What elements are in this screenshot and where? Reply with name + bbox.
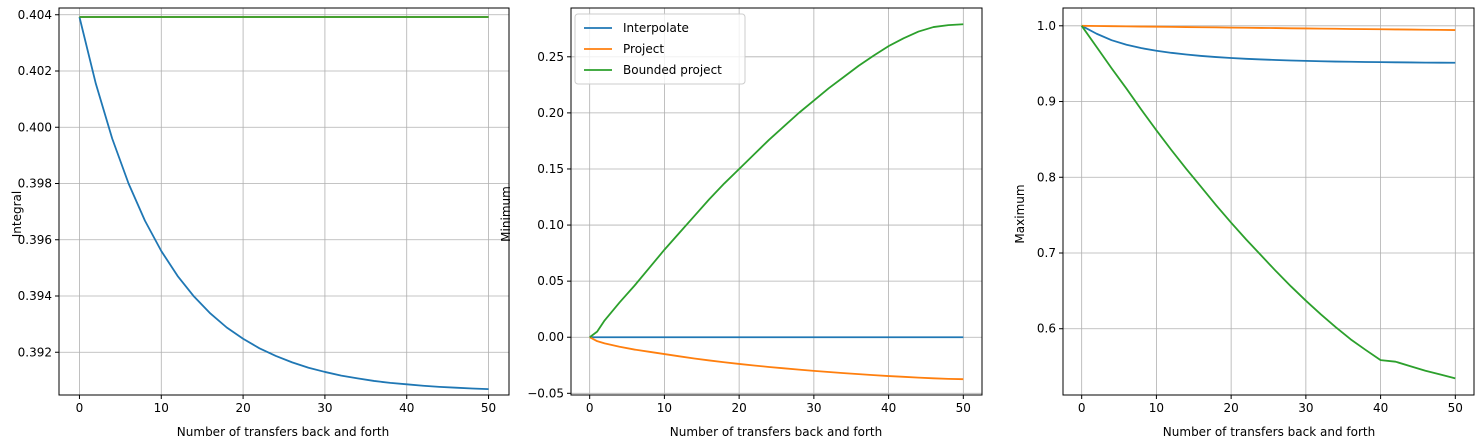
- integral-series-interpolate: [78, 16, 489, 390]
- maximum-series-bounded-project: [1080, 25, 1456, 380]
- integral-xtick-label: 0: [76, 401, 84, 415]
- integral-xlabel: Number of transfers back and forth: [177, 425, 389, 439]
- minimum-xtick-label: 40: [881, 401, 896, 415]
- minimum-ytick-label: 0.10: [537, 218, 564, 232]
- maximum-series-project: [1081, 24, 1456, 31]
- maximum-ytick-label: 0.9: [1037, 95, 1056, 109]
- integral-ytick-label: 0.400: [18, 120, 52, 134]
- legend-box: [574, 13, 746, 85]
- integral-ytick-label: 0.404: [18, 8, 52, 22]
- minimum-xtick-label: 10: [657, 401, 672, 415]
- minimum-series-bounded-project: [589, 23, 964, 338]
- integral-ytick-label: 0.394: [18, 289, 52, 303]
- minimum-ytick-label: 0.25: [537, 50, 564, 64]
- minimum-xlabel: Number of transfers back and forth: [670, 425, 882, 439]
- minimum-axes: 0 10 20 30 40 50 −0.05 0.00 0.05 0.10 0.15 0.20 0.25: [527, 7, 983, 415]
- maximum-xtick-label: 20: [1223, 401, 1238, 415]
- legend-label-project: Project: [623, 42, 664, 56]
- maximum-ytick-label: 0.6: [1037, 322, 1056, 336]
- maximum-xlabel: Number of transfers back and forth: [1163, 425, 1375, 439]
- integral-xtick-label: 30: [317, 401, 332, 415]
- integral-xtick-label: 50: [481, 401, 496, 415]
- maximum-xtick-label: 10: [1149, 401, 1164, 415]
- maximum-xtick-label: 0: [1078, 401, 1086, 415]
- maximum-ytick-label: 1.0: [1037, 19, 1056, 33]
- integral-frame: [58, 7, 510, 396]
- integral-ytick-label: 0.392: [18, 345, 52, 359]
- minimum-xtick-label: 0: [586, 401, 594, 415]
- minimum-ytick-label: 0.05: [537, 274, 564, 288]
- integral-ylabel: Integral: [10, 191, 24, 237]
- integral-xtick-label: 10: [154, 401, 169, 415]
- legend-label-bounded-project: Bounded project: [623, 63, 722, 77]
- integral-ytick-label: 0.402: [18, 64, 52, 78]
- integral-xtick-label: 40: [399, 401, 414, 415]
- minimum-frame: [570, 7, 983, 396]
- maximum-xtick-label: 50: [1448, 401, 1463, 415]
- legend-label-interpolate: Interpolate: [623, 21, 689, 35]
- maximum-series-interpolate: [1081, 25, 1456, 64]
- integral-xtick-label: 20: [235, 401, 250, 415]
- maximum-axes: 0 10 20 30 40 50 0.6 0.7 0.8 0.9 1.0: [1037, 7, 1475, 415]
- maximum-xtick-label: 40: [1373, 401, 1388, 415]
- minimum-xtick-label: 50: [956, 401, 971, 415]
- integral-axes: 0 10 20 30 40 50 0.392 0.394 0.396 0.398 0.400 0.40…: [18, 7, 510, 415]
- minimum-ytick-label: 0.00: [537, 330, 564, 344]
- maximum-ytick-label: 0.8: [1037, 170, 1056, 184]
- legend: Interpolate Project Bounded project: [574, 13, 746, 85]
- minimum-ytick-label: −0.05: [527, 386, 564, 400]
- maximum-ylabel: Maximum: [1013, 184, 1027, 243]
- minimum-xtick-label: 20: [731, 401, 746, 415]
- minimum-series-project: [589, 336, 964, 381]
- maximum-ytick-label: 0.7: [1037, 246, 1056, 260]
- integral-ytick-label: 0.398: [18, 177, 52, 191]
- maximum-xtick-label: 30: [1298, 401, 1313, 415]
- minimum-ytick-label: 0.15: [537, 162, 564, 176]
- integral-ytick-label: 0.396: [18, 233, 52, 247]
- minimum-ylabel: Minimum: [499, 186, 513, 242]
- minimum-xtick-label: 30: [806, 401, 821, 415]
- minimum-ytick-label: 0.20: [537, 106, 564, 120]
- maximum-frame: [1062, 7, 1475, 396]
